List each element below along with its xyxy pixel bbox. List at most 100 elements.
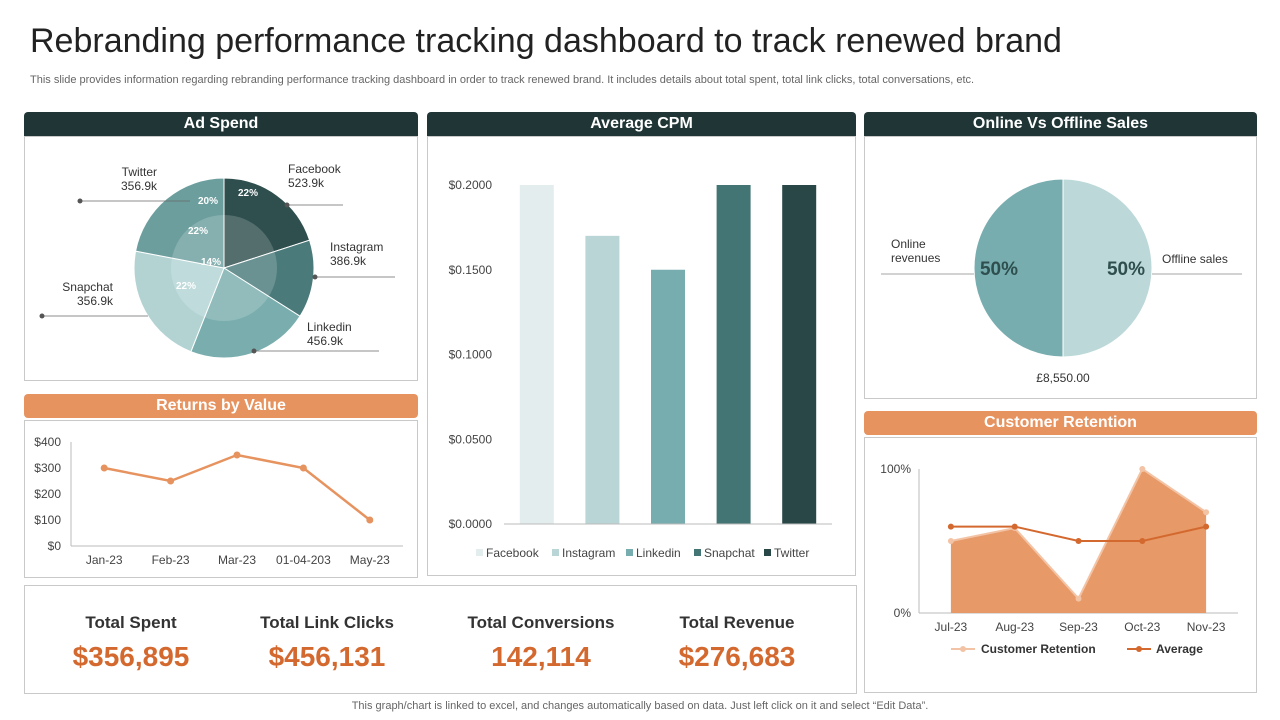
legend-swatch xyxy=(626,549,633,556)
pie-category-label: Facebook xyxy=(288,162,342,176)
y-tick-label: $400 xyxy=(34,435,61,449)
retention-panel: 0% 100% Jul-23 Aug-23 Sep-23 Oct-23 Nov-23 Cust… xyxy=(864,437,1257,693)
pie-slice-twitter xyxy=(135,177,225,269)
cpm-bar-twitter xyxy=(782,185,817,524)
x-tick-label: Feb-23 xyxy=(152,553,190,567)
retention-point xyxy=(1075,595,1082,602)
x-tick-label: Jan-23 xyxy=(86,553,123,567)
kpi-total-revenue: Total Revenue $276,683 xyxy=(637,613,837,673)
legend-label: Snapchat xyxy=(704,546,755,560)
pie-category-label: Online xyxy=(891,237,926,251)
pie-slice-offline xyxy=(1062,178,1153,358)
cpm-bar-instagram xyxy=(585,235,620,524)
kpi-value: 142,114 xyxy=(491,641,591,672)
returns-point xyxy=(366,516,374,524)
retention-point xyxy=(1139,466,1146,472)
returns-point xyxy=(233,451,241,459)
kpi-label: Total Link Clicks xyxy=(260,613,394,632)
returns-line xyxy=(103,453,371,521)
kpi-total-conversions: Total Conversions 142,114 xyxy=(441,613,641,673)
y-tick-label: $0.0500 xyxy=(449,432,493,446)
leader-dot xyxy=(251,348,257,354)
leader-dot xyxy=(39,313,45,319)
pie-percent-label: 50% xyxy=(980,259,1018,280)
y-tick-label: $100 xyxy=(34,513,61,527)
legend-label: Facebook xyxy=(486,546,540,560)
pie-category-label: Instagram xyxy=(330,240,383,254)
retention-point xyxy=(1203,509,1210,516)
ad-spend-header: Ad Spend xyxy=(24,112,418,136)
x-tick-label: Aug-23 xyxy=(995,620,1034,634)
legend-marker xyxy=(1136,646,1142,652)
y-tick-label: $0.1000 xyxy=(449,348,493,362)
cpm-bar-snapchat xyxy=(716,185,751,524)
pie-percent-label: 50% xyxy=(1107,259,1145,280)
returns-header: Returns by Value xyxy=(24,394,418,418)
pie-slice-instagram xyxy=(222,239,315,317)
leader-dot xyxy=(312,274,318,280)
y-tick-label: $0.0000 xyxy=(449,517,493,531)
pie-value-label: 386.9k xyxy=(330,254,367,268)
cpm-bar-linkedin xyxy=(651,269,685,524)
pie-percent-label: 22% xyxy=(176,281,196,292)
pie-slice-facebook xyxy=(223,177,311,269)
x-tick-label: Mar-23 xyxy=(218,553,256,567)
y-tick-label: $300 xyxy=(34,461,61,475)
y-tick-label: 0% xyxy=(894,606,912,620)
average-point xyxy=(947,523,954,530)
x-tick-label: May-23 xyxy=(350,553,390,567)
returns-point xyxy=(299,464,307,472)
page-title: Rebranding performance tracking dashboar… xyxy=(30,22,1062,60)
kpi-total-link-clicks: Total Link Clicks $456,131 xyxy=(227,613,427,673)
legend-label: Customer Retention xyxy=(981,642,1096,656)
pie-slice-linkedin xyxy=(190,267,301,359)
page-subtitle: This slide provides information regardin… xyxy=(30,74,975,86)
retention-point xyxy=(947,538,954,544)
pie-value-label: 356.9k xyxy=(121,179,158,193)
online-offline-header: Online Vs Offline Sales xyxy=(864,112,1257,136)
kpi-label: Total Conversions xyxy=(467,613,615,632)
kpi-value: $276,683 xyxy=(678,641,796,672)
retention-area-chart: 0% 100% Jul-23 Aug-23 Sep-23 Oct-23 Nov-23 Cust… xyxy=(880,462,1238,656)
retention-header: Customer Retention xyxy=(864,411,1257,435)
legend-label: Twitter xyxy=(774,546,809,560)
pie-value-label: 356.9k xyxy=(77,294,114,308)
kpi-total-spent: Total Spent $356,895 xyxy=(31,613,231,673)
pie-percent-label: 20% xyxy=(198,196,218,207)
pie-percent-label: 22% xyxy=(238,188,258,199)
x-tick-label: Nov-23 xyxy=(1187,620,1226,634)
average-point xyxy=(1075,538,1082,544)
returns-point xyxy=(167,477,175,485)
legend-label: Linkedin xyxy=(636,546,681,560)
pie-slice-snapchat xyxy=(133,250,225,353)
kpi-value: $456,131 xyxy=(268,641,386,672)
x-tick-label: Sep-23 xyxy=(1059,620,1098,634)
y-tick-label: $0.1500 xyxy=(449,263,493,277)
pie-total-label: £8,550.00 xyxy=(1036,371,1090,385)
ad-spend-panel: 20% Facebook 523.9k 14% Instagram 386.9k 22% Li… xyxy=(24,136,418,381)
pie-category-label: Linkedin xyxy=(307,320,352,334)
leader-dot xyxy=(284,202,290,208)
legend-swatch xyxy=(764,549,771,556)
footer-note: This graph/chart is linked to excel, and… xyxy=(351,700,929,712)
legend-swatch xyxy=(694,549,701,556)
average-cpm-bar-chart: $0.0000 $0.0500 $0.1000 $0.1500 $0.2000 Faceb… xyxy=(449,178,832,560)
y-tick-label: $0 xyxy=(48,539,62,553)
legend-swatch xyxy=(552,549,559,556)
average-cpm-header: Average CPM xyxy=(427,112,856,136)
kpi-panel: Total Spent $356,895 Total Link Clicks $… xyxy=(24,585,857,694)
average-cpm-panel: $0.0000 $0.0500 $0.1000 $0.1500 $0.2000 Faceb… xyxy=(427,136,856,576)
returns-panel: $0 $100 $200 $300 $400 Jan-23 Feb-23 Mar-23 01-0… xyxy=(24,420,418,578)
cpm-bar-facebook xyxy=(519,185,554,524)
y-tick-label: 100% xyxy=(880,462,911,476)
kpi-label: Total Spent xyxy=(85,613,177,632)
legend-marker xyxy=(960,646,966,652)
returns-point xyxy=(100,464,108,472)
x-tick-label: Jul-23 xyxy=(935,620,968,634)
legend-label: Average xyxy=(1156,642,1203,656)
pie-percent-label: 14% xyxy=(201,257,221,268)
average-point xyxy=(1203,523,1210,530)
kpi-label: Total Revenue xyxy=(679,613,795,632)
average-point xyxy=(1139,538,1146,544)
pie-category-label: Twitter xyxy=(122,165,157,179)
